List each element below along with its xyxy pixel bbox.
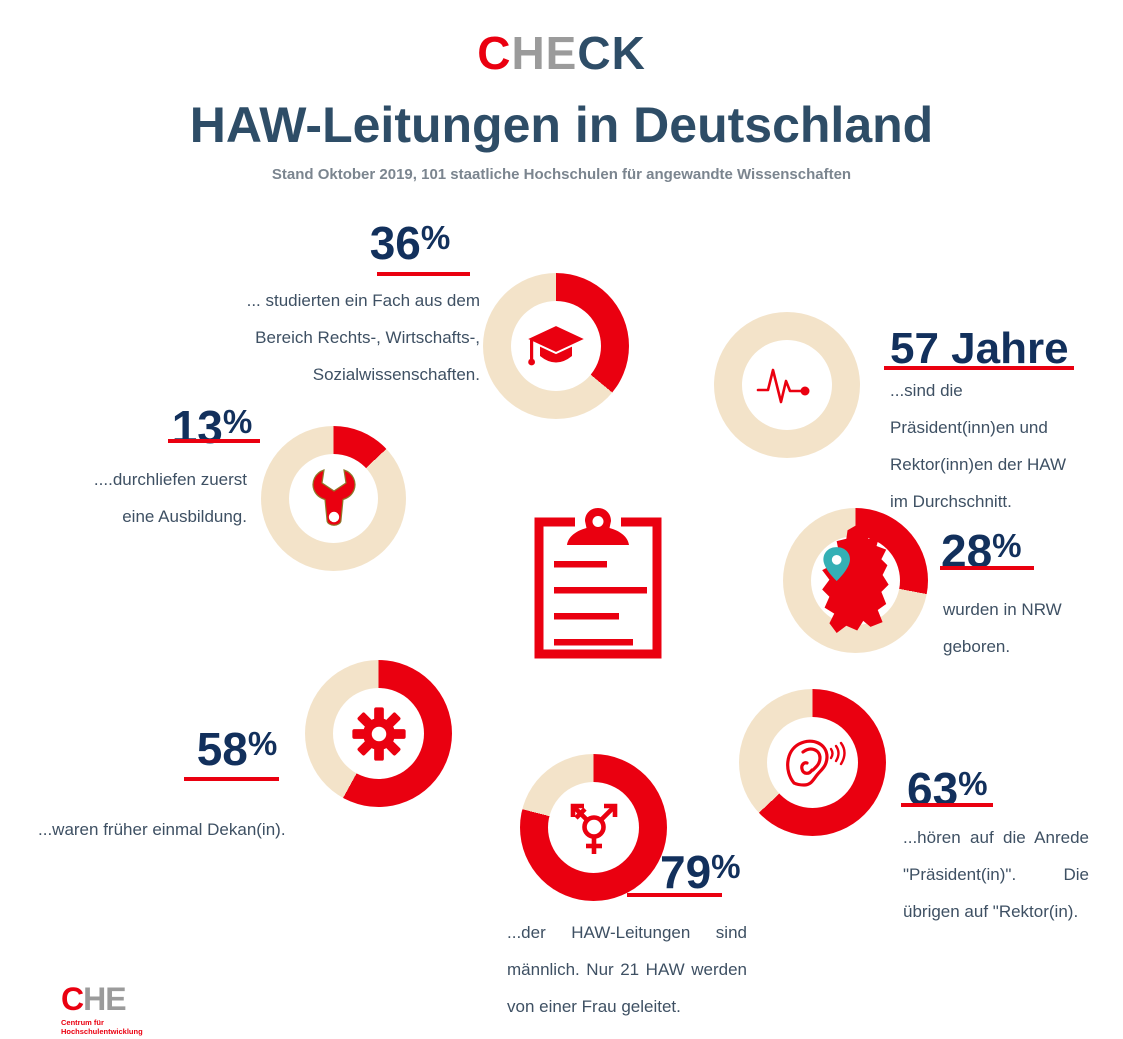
stat-28-underline — [940, 566, 1034, 570]
donut-chart-13 — [261, 426, 406, 571]
stat-57-value: 57 Jahre — [890, 324, 1069, 373]
donut-chart-79 — [520, 754, 667, 901]
clipboard-icon — [534, 508, 662, 659]
donut-chart-36 — [483, 273, 629, 419]
page-title: HAW-Leitungen in Deutschland — [189, 97, 934, 153]
check-logo-title: CHECK — [0, 26, 1123, 80]
stat-58-value: 58% — [196, 723, 278, 775]
stat-57-underline — [884, 366, 1074, 370]
circle-chart-57 — [714, 312, 860, 458]
stat-79-description: ...der HAW-Leitungen sind männlich. Nur … — [507, 923, 747, 1016]
wrench-icon — [311, 468, 356, 526]
stat-13-value: 13% — [171, 401, 253, 453]
stat-36-value: 36% — [369, 217, 451, 269]
che-logo-tagline: Centrum für Hochschulentwicklung — [61, 1018, 143, 1036]
ear-icon — [785, 739, 846, 787]
check-letters-he: HE — [511, 27, 578, 79]
donut-chart-28 — [783, 508, 928, 653]
stat-63-underline — [901, 803, 993, 807]
stat-63-description: ...hören auf die Anrede "Präsident(in)".… — [903, 828, 1089, 921]
stat-13-underline — [168, 439, 260, 443]
stat-58-underline — [184, 777, 279, 781]
stat-79-underline — [627, 893, 722, 897]
stat-28-description: wurden in NRW geboren. — [943, 600, 1062, 656]
gear-icon — [351, 706, 406, 761]
page-subtitle: Stand Oktober 2019, 101 staatliche Hochs… — [271, 166, 852, 183]
transgender-icon — [570, 803, 617, 854]
stat-13-description: ....durchliefen zuerst eine Ausbildung. — [93, 470, 247, 526]
stat-57-description: ...sind die Präsident(inn)en und Rektor(… — [890, 381, 1067, 511]
stat-36-underline — [377, 272, 470, 276]
che-logo-c: C — [61, 981, 84, 1017]
check-letter-c: C — [477, 27, 512, 79]
stat-79-value: 79% — [660, 846, 741, 898]
stat-63-value: 63% — [907, 763, 988, 815]
donut-chart-63 — [739, 689, 886, 836]
pulse-icon — [756, 368, 810, 404]
germany-map-icon — [821, 524, 889, 633]
che-logo-he: HE — [83, 981, 126, 1017]
stat-58-description: ...waren früher einmal Dekan(in). — [38, 820, 286, 839]
donut-chart-58 — [305, 660, 452, 807]
che-logo: CHE Centrum für Hochschulentwicklung — [61, 981, 143, 1036]
graduation-cap-icon — [523, 323, 589, 366]
check-letters-ck: CK — [577, 27, 646, 79]
stat-36-description: ... studierten ein Fach aus dem Bereich … — [246, 291, 480, 384]
